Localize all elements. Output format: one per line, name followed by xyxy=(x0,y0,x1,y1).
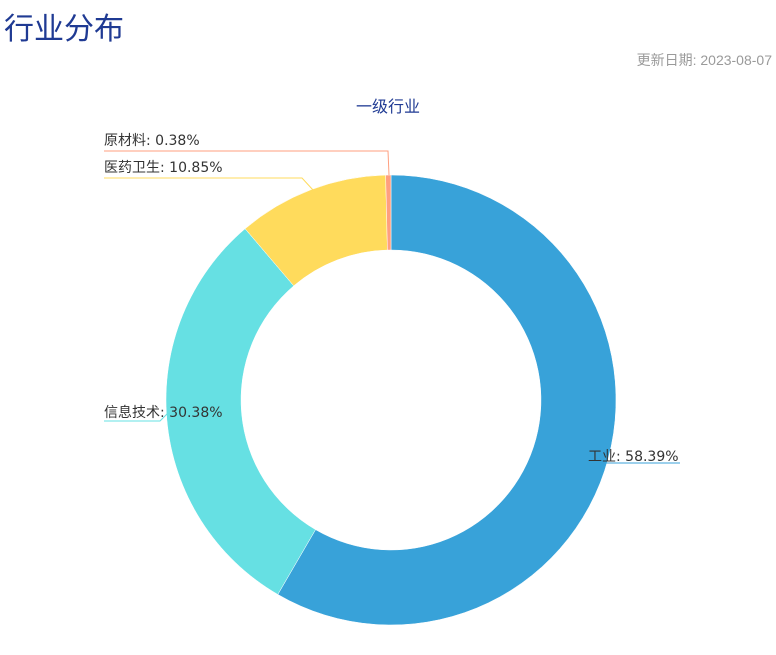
label-line-2 xyxy=(104,177,314,191)
slice-1[interactable] xyxy=(165,228,316,595)
update-date: 更新日期: 2023-08-07 xyxy=(637,50,772,70)
chart-title: 一级行业 xyxy=(356,97,420,116)
date-label: 更新日期: xyxy=(636,52,697,68)
label-line-1 xyxy=(104,410,171,422)
label-line-3 xyxy=(104,150,390,176)
slice-label-2: 医药卫生: 10.85% xyxy=(104,160,223,176)
slice-label-0: 工业: 58.39% xyxy=(588,449,679,465)
slice-label-3: 原材料: 0.38% xyxy=(104,133,200,149)
page-title: 行业分布 xyxy=(4,12,124,47)
date-value: 2023-08-07 xyxy=(700,52,772,68)
slice-3[interactable] xyxy=(385,174,392,251)
label-line-0 xyxy=(589,454,680,464)
slice-label-1: 信息技术: 30.38% xyxy=(104,404,223,421)
slice-0[interactable] xyxy=(277,174,617,626)
